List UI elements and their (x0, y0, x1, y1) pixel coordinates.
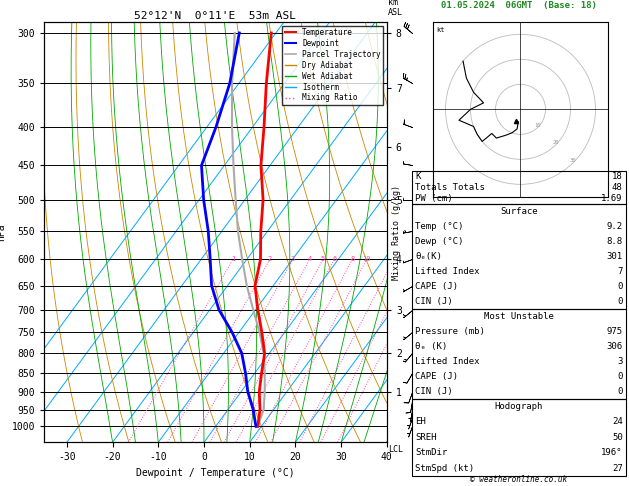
Text: km
ASL: km ASL (388, 0, 403, 17)
Title: 52°12'N  0°11'E  53m ASL: 52°12'N 0°11'E 53m ASL (135, 11, 296, 21)
Text: StmDir: StmDir (415, 449, 447, 457)
Text: Totals Totals: Totals Totals (415, 183, 485, 192)
Text: 196°: 196° (601, 449, 623, 457)
Text: θₑ(K): θₑ(K) (415, 252, 442, 261)
Text: 01.05.2024  06GMT  (Base: 18): 01.05.2024 06GMT (Base: 18) (441, 0, 597, 10)
Y-axis label: hPa: hPa (0, 223, 6, 241)
Text: 27: 27 (612, 464, 623, 473)
Text: 6: 6 (332, 257, 337, 262)
Text: Pressure (mb): Pressure (mb) (415, 327, 485, 336)
X-axis label: Dewpoint / Temperature (°C): Dewpoint / Temperature (°C) (136, 468, 295, 478)
Text: 1: 1 (231, 257, 235, 262)
Text: StmSpd (kt): StmSpd (kt) (415, 464, 474, 473)
Text: 30: 30 (570, 158, 576, 163)
Text: 3: 3 (291, 257, 295, 262)
Text: 10: 10 (362, 257, 371, 262)
Text: CAPE (J): CAPE (J) (415, 282, 458, 291)
Legend: Temperature, Dewpoint, Parcel Trajectory, Dry Adiabat, Wet Adiabat, Isotherm, Mi: Temperature, Dewpoint, Parcel Trajectory… (282, 26, 383, 104)
Text: 48: 48 (612, 183, 623, 192)
Text: SREH: SREH (415, 433, 437, 442)
Text: 301: 301 (606, 252, 623, 261)
Text: 20: 20 (552, 140, 559, 145)
Text: 0: 0 (617, 282, 623, 291)
Text: 2: 2 (268, 257, 272, 262)
Text: 0: 0 (617, 371, 623, 381)
Text: 975: 975 (606, 327, 623, 336)
Text: Mixing Ratio (g/kg): Mixing Ratio (g/kg) (392, 185, 401, 279)
Text: Hodograph: Hodograph (495, 402, 543, 411)
Text: PW (cm): PW (cm) (415, 194, 453, 203)
Text: 50: 50 (612, 433, 623, 442)
Text: 0: 0 (617, 386, 623, 396)
Text: © weatheronline.co.uk: © weatheronline.co.uk (470, 474, 567, 484)
Text: 18: 18 (612, 172, 623, 181)
Text: CAPE (J): CAPE (J) (415, 371, 458, 381)
Text: Lifted Index: Lifted Index (415, 357, 480, 365)
Text: LCL: LCL (388, 445, 403, 454)
Text: 8.8: 8.8 (606, 237, 623, 246)
Text: CIN (J): CIN (J) (415, 296, 453, 306)
Text: 8: 8 (350, 257, 354, 262)
Text: kt: kt (437, 27, 445, 33)
Text: 9.2: 9.2 (606, 222, 623, 231)
Text: Dewp (°C): Dewp (°C) (415, 237, 464, 246)
Text: Surface: Surface (500, 207, 538, 216)
Text: 1.69: 1.69 (601, 194, 623, 203)
Text: θₑ (K): θₑ (K) (415, 342, 447, 350)
Text: Lifted Index: Lifted Index (415, 267, 480, 276)
Text: K: K (415, 172, 421, 181)
Text: Temp (°C): Temp (°C) (415, 222, 464, 231)
Text: 306: 306 (606, 342, 623, 350)
Text: EH: EH (415, 417, 426, 426)
Text: Most Unstable: Most Unstable (484, 312, 554, 321)
Text: 7: 7 (617, 267, 623, 276)
Text: CIN (J): CIN (J) (415, 386, 453, 396)
Text: 4: 4 (308, 257, 312, 262)
Text: 3: 3 (617, 357, 623, 365)
Text: 0: 0 (617, 296, 623, 306)
Text: 24: 24 (612, 417, 623, 426)
Text: 10: 10 (535, 123, 541, 128)
Text: 5: 5 (321, 257, 325, 262)
